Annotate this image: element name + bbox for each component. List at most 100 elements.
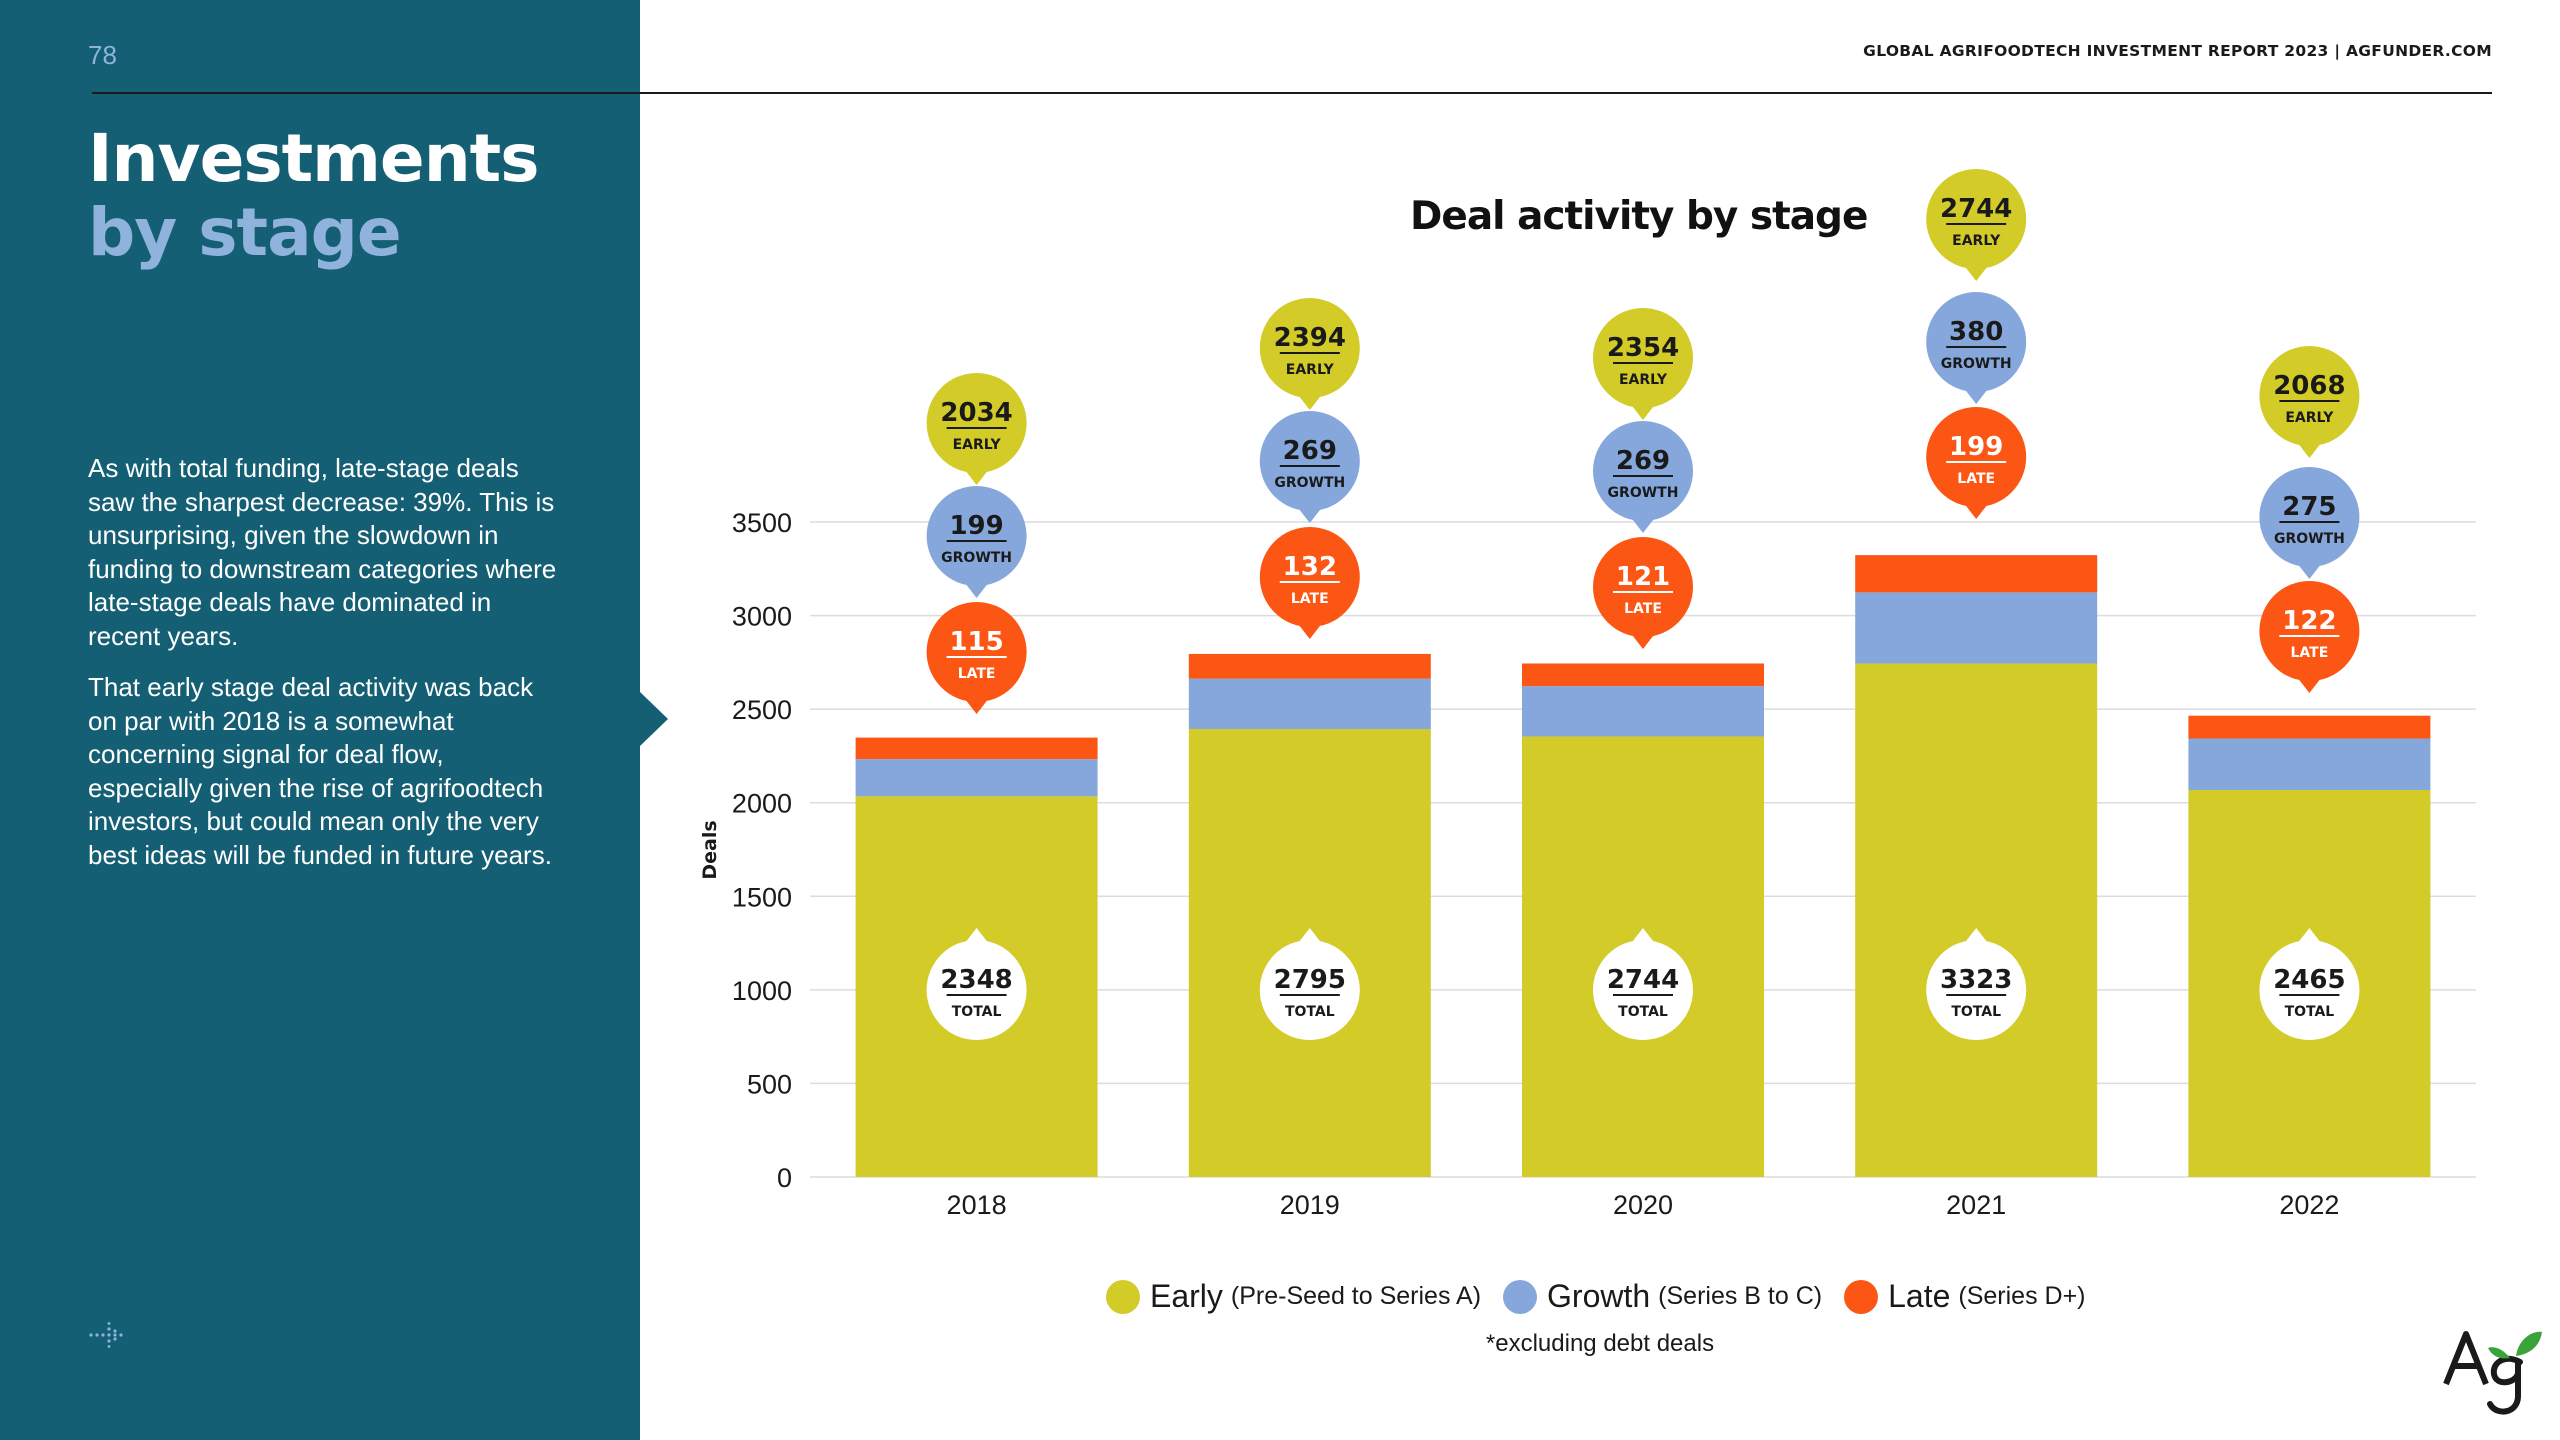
bar-late-2019	[1188, 653, 1431, 679]
legend-item-growth: Growth (Series B to C)	[1503, 1278, 1822, 1315]
legend-detail-late: (Series D+)	[1958, 1282, 2086, 1310]
data-label-total-2019-circle	[1259, 940, 1360, 1040]
page-number: 78	[88, 40, 117, 70]
sidebar-paragraph-1: As with total funding, late-stage deals …	[88, 453, 557, 651]
data-label-total-2022: 2465 TOTAL	[2259, 928, 2360, 1040]
legend-item-late: Late (Series D+)	[1844, 1278, 2086, 1315]
y-tick-label: 500	[747, 1069, 792, 1099]
data-label-early-2018-value: 2034	[940, 398, 1012, 428]
report-header: GLOBAL AGRIFOODTECH INVESTMENT REPORT 20…	[1863, 42, 2492, 60]
data-label-early-2021-value: 2744	[1940, 194, 2012, 224]
legend-label-early: Early	[1150, 1278, 1223, 1314]
data-label-late-2021-label: LATE	[1957, 471, 1995, 487]
data-label-growth-2021-circle	[1926, 292, 2027, 392]
legend-swatch-growth	[1503, 1279, 1538, 1314]
y-tick-label: 2000	[732, 789, 792, 819]
data-label-growth-2018: 199 GROWTH	[926, 486, 1027, 598]
data-label-early-2020: 2354 EARLY	[1593, 308, 1693, 420]
bar-early-2021	[1855, 663, 2098, 1177]
data-label-total-2021-value: 3323	[1940, 965, 2012, 995]
bar-growth-2019	[1188, 678, 1431, 729]
bar-growth-2022	[2188, 738, 2431, 790]
data-label-late-2020-value: 121	[1616, 562, 1670, 592]
data-label-late-2021: 199 LATE	[1926, 407, 2027, 519]
agfunder-logo	[2443, 1331, 2542, 1415]
data-label-total-2018: 2348 TOTAL	[926, 928, 1027, 1040]
legend-detail-early: (Pre-Seed to Series A)	[1230, 1282, 1482, 1310]
data-label-total-2021: 3323 TOTAL	[1926, 928, 2027, 1040]
sidebar-body: As with total funding, late-stage deals …	[88, 452, 558, 890]
data-label-total-2020-value: 2744	[1607, 965, 1679, 995]
data-label-growth-2022-value: 275	[2282, 492, 2336, 522]
header-divider	[92, 92, 2492, 94]
data-label-early-2019-circle	[1259, 298, 1360, 398]
data-label-growth-2021-value: 380	[1949, 317, 2003, 347]
bar-late-2020	[1522, 663, 1764, 687]
data-label-growth-2019: 269 GROWTH	[1259, 411, 1360, 523]
sidebar-panel: 78 Investments by stage As with total fu…	[0, 0, 640, 1440]
bar-growth-2021	[1855, 592, 2098, 664]
page-title: Investments by stage	[88, 120, 540, 271]
data-label-late-2022-circle	[2259, 581, 2360, 681]
legend-swatch-late	[1844, 1279, 1879, 1314]
x-tick-label: 2021	[1946, 1190, 2006, 1220]
data-label-early-2020-label: EARLY	[1619, 372, 1668, 388]
data-label-total-2018-circle	[926, 940, 1027, 1040]
data-label-growth-2019-label: GROWTH	[1274, 475, 1345, 491]
data-label-late-2018-value: 115	[949, 627, 1003, 657]
data-label-total-2022-value: 2465	[2273, 965, 2345, 995]
sidebar-paragraph-2: That early stage deal activity was back …	[88, 672, 552, 870]
data-label-growth-2018-value: 199	[949, 511, 1003, 541]
bar-late-2018	[855, 737, 1098, 760]
y-tick-label: 3500	[732, 508, 792, 538]
legend-item-early: Early (Pre-Seed to Series A)	[1106, 1278, 1481, 1315]
y-tick-label: 3000	[732, 602, 792, 632]
bar-growth-2020	[1522, 686, 1764, 737]
legend-label-late: Late	[1888, 1278, 1951, 1314]
data-label-total-2019-value: 2795	[1274, 965, 1346, 995]
data-label-early-2022-label: EARLY	[2285, 410, 2334, 426]
legend-label-growth: Growth	[1547, 1278, 1651, 1314]
bar-growth-2018	[855, 759, 1098, 797]
data-label-growth-2019-value: 269	[1283, 436, 1337, 466]
page-title-line2: by stage	[88, 194, 402, 271]
data-label-early-2018-circle	[926, 373, 1027, 473]
page-title-line1: Investments	[88, 120, 540, 197]
chart-title: Deal activity by stage	[1410, 194, 1868, 239]
data-label-growth-2018-circle	[926, 486, 1027, 586]
data-label-growth-2020-label: GROWTH	[1608, 485, 1679, 501]
data-label-late-2022: 122 LATE	[2259, 581, 2360, 693]
data-label-late-2018-label: LATE	[958, 666, 996, 682]
data-label-early-2019: 2394 EARLY	[1259, 298, 1360, 410]
data-label-total-2018-label: TOTAL	[952, 1004, 1002, 1020]
legend-detail-growth: (Series B to C)	[1658, 1282, 1823, 1310]
data-label-early-2021-circle	[1926, 169, 2027, 269]
data-label-total-2018-value: 2348	[940, 965, 1012, 995]
data-label-early-2022-value: 2068	[2273, 371, 2345, 401]
data-label-total-2022-circle	[2259, 940, 2360, 1040]
data-label-late-2020: 121 LATE	[1593, 537, 1693, 649]
data-label-total-2019-label: TOTAL	[1285, 1004, 1335, 1020]
data-label-total-2019: 2795 TOTAL	[1259, 928, 1360, 1040]
data-label-growth-2021-label: GROWTH	[1941, 356, 2012, 372]
y-axis-label: Deals	[699, 820, 721, 879]
data-label-early-2022: 2068 EARLY	[2259, 346, 2360, 458]
data-label-growth-2020-circle	[1593, 421, 1693, 521]
dots-arrow-icon	[89, 1322, 123, 1348]
data-label-late-2019: 132 LATE	[1259, 527, 1360, 639]
data-label-growth-2020-value: 269	[1616, 446, 1670, 476]
data-label-total-2020-label: TOTAL	[1618, 1004, 1668, 1020]
y-tick-label: 0	[777, 1163, 792, 1193]
bar-late-2021	[1855, 555, 2098, 593]
data-label-late-2018: 115 LATE	[926, 602, 1027, 714]
data-label-growth-2019-circle	[1259, 411, 1360, 511]
legend-swatch-early	[1106, 1279, 1140, 1314]
data-label-early-2021: 2744 EARLY	[1926, 169, 2027, 281]
data-label-early-2021-label: EARLY	[1952, 233, 2001, 249]
data-label-late-2019-circle	[1259, 527, 1360, 627]
y-tick-label: 1000	[732, 976, 792, 1006]
data-label-total-2021-label: TOTAL	[1951, 1004, 2001, 1020]
chart-footnote: *excluding debt deals	[1485, 1330, 1715, 1357]
sidebar-pointer-arrow	[640, 692, 668, 746]
